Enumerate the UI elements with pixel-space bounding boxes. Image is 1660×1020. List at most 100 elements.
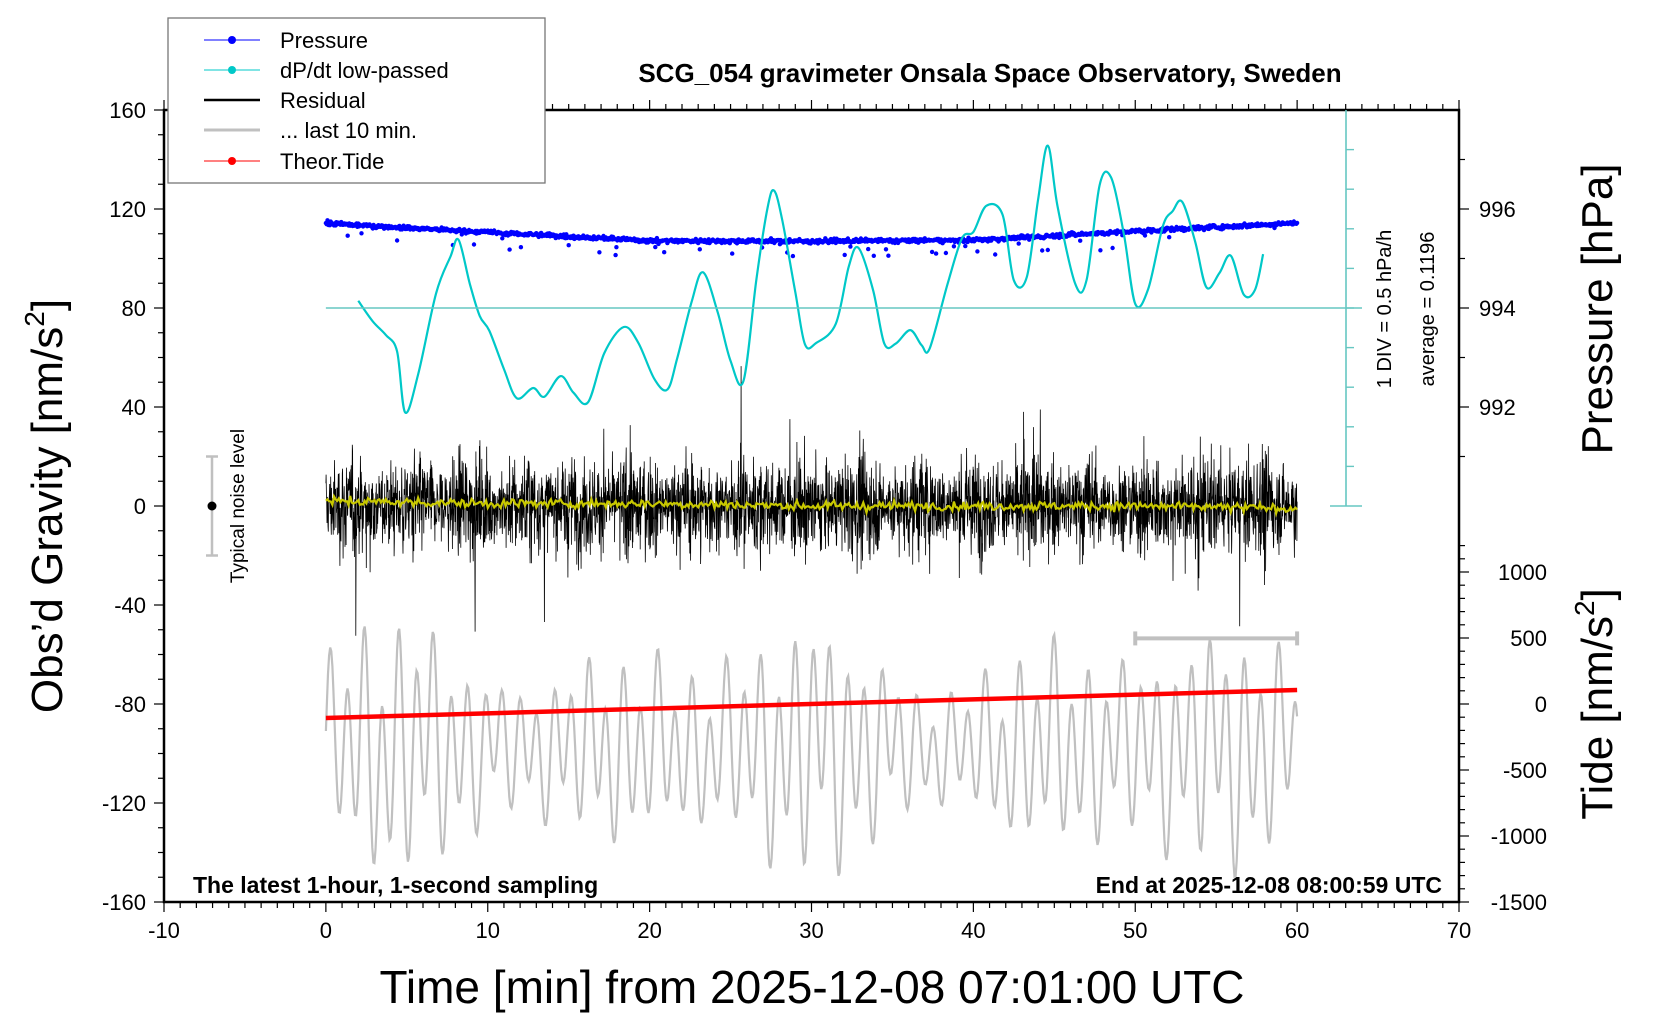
x-tick-label: 20 bbox=[637, 918, 661, 943]
pressure-point bbox=[345, 233, 350, 238]
y-axis-title-pressure: Pressure [hPa] bbox=[1573, 163, 1622, 454]
dpdt-line bbox=[357, 144, 1265, 414]
x-axis-title: Time [min] from 2025-12-08 07:01:00 UTC bbox=[380, 961, 1245, 1013]
pressure-tick-label: 992 bbox=[1479, 395, 1516, 420]
y-tick-label: 0 bbox=[134, 494, 146, 519]
y-tick-label: -40 bbox=[114, 593, 146, 618]
legend-item-residual: Residual bbox=[204, 88, 366, 113]
legend-item-last-10-min: ... last 10 min. bbox=[204, 118, 417, 143]
legend-label-last-10-min: ... last 10 min. bbox=[280, 118, 417, 143]
pressure-point bbox=[951, 244, 957, 249]
pressure-point bbox=[471, 242, 477, 247]
pressure-point bbox=[614, 245, 619, 250]
tide-tick-label: 0 bbox=[1535, 692, 1547, 717]
pressure-point bbox=[943, 250, 949, 256]
tide-tick-label: 500 bbox=[1510, 626, 1547, 651]
pressure-tick-label: 996 bbox=[1479, 197, 1516, 222]
residual-series bbox=[325, 366, 1298, 636]
legend-item-pressure: Pressure bbox=[204, 28, 368, 53]
pressure-point bbox=[697, 247, 702, 252]
pressure-point bbox=[518, 245, 524, 250]
residual-lowpass-series bbox=[325, 493, 1298, 518]
pressure-point bbox=[566, 243, 571, 248]
pressure-point bbox=[1016, 241, 1021, 246]
legend-label-pressure: Pressure bbox=[280, 28, 368, 53]
x-tick-label: 0 bbox=[320, 918, 332, 943]
tide-tick-label: -1000 bbox=[1491, 824, 1547, 849]
legend-item-dpdt: dP/dt low-passed bbox=[204, 58, 449, 83]
y-axis-title-tide: Tide [nm/s2] bbox=[1569, 588, 1622, 820]
legend-label-tide: Theor.Tide bbox=[280, 149, 384, 174]
y-tick-label: 120 bbox=[109, 197, 146, 222]
pressure-point bbox=[848, 244, 853, 249]
pressure-point bbox=[653, 244, 658, 250]
tide-tick-label: -500 bbox=[1503, 758, 1547, 783]
pressure-point bbox=[933, 251, 939, 256]
noise-dot bbox=[207, 501, 217, 511]
last-10-min-range bbox=[1133, 631, 1300, 646]
dpdt-series bbox=[357, 144, 1265, 414]
pressure-point bbox=[871, 253, 876, 258]
pressure-point bbox=[1078, 238, 1083, 243]
pressure-point bbox=[730, 251, 735, 256]
y-axis-title-tide-end: ] bbox=[1573, 588, 1622, 600]
pressure-point bbox=[993, 252, 998, 257]
y-tick-label: -120 bbox=[102, 791, 146, 816]
x-tick-label: 30 bbox=[799, 918, 823, 943]
pressure-point bbox=[1098, 248, 1103, 253]
y-axis-title-left-end: ] bbox=[23, 299, 72, 311]
x-axis-ticks: -10 0 10 20 30 40 50 60 70 bbox=[148, 100, 1471, 943]
pressure-point bbox=[1110, 245, 1115, 251]
pressure-point bbox=[1294, 220, 1300, 226]
pressure-series bbox=[323, 218, 1300, 259]
y-tick-label: 160 bbox=[109, 98, 146, 123]
noise-level-indicator: Typical noise level bbox=[206, 429, 249, 583]
y-axis-title-tide-sup: 2 bbox=[1569, 600, 1600, 616]
dpdt-ruler bbox=[325, 110, 1362, 507]
y-tick-label: 80 bbox=[122, 296, 146, 321]
legend-marker-dpdt bbox=[228, 66, 236, 74]
y-tick-label: -160 bbox=[102, 890, 146, 915]
pressure-point bbox=[883, 247, 889, 252]
ruler-average-label: average = 0.1196 bbox=[1417, 232, 1439, 387]
y-axis-ticks: 160 120 80 40 0 -40 -80 -120 -160 996 994 992 1000 50… bbox=[102, 98, 1547, 915]
chart-title: SCG_054 gravimeter Onsala Space Observat… bbox=[638, 58, 1341, 88]
y-axis-title-tide-main: Tide [nm/s bbox=[1573, 616, 1622, 820]
last-10-min-line bbox=[324, 626, 1299, 879]
pressure-point bbox=[613, 252, 618, 258]
x-tick-label: 10 bbox=[476, 918, 500, 943]
pressure-point bbox=[359, 231, 364, 236]
y-axis-title-left-sup: 2 bbox=[19, 311, 50, 327]
pressure-point bbox=[500, 236, 505, 241]
pressure-point bbox=[886, 253, 891, 258]
residual-lowpass-line bbox=[325, 493, 1298, 518]
y-axis-title-left-main: Obs’d Gravity [nm/s bbox=[23, 327, 72, 713]
residual-line bbox=[325, 366, 1298, 636]
pressure-point bbox=[975, 249, 980, 254]
pressure-point bbox=[662, 250, 667, 255]
x-tick-label: 40 bbox=[961, 918, 985, 943]
pressure-point bbox=[929, 249, 935, 255]
pressure-point bbox=[597, 250, 602, 255]
tide-tick-label: 1000 bbox=[1498, 560, 1547, 585]
tide-line bbox=[325, 687, 1298, 721]
y-tick-label: -80 bbox=[114, 692, 146, 717]
legend: Pressure dP/dt low-passed Residual ... l… bbox=[167, 17, 546, 184]
x-tick-label: 70 bbox=[1447, 918, 1471, 943]
pressure-point bbox=[790, 253, 796, 259]
legend-marker-tide bbox=[228, 157, 236, 165]
x-tick-label: 60 bbox=[1285, 918, 1309, 943]
y-axis-title-left: Obs’d Gravity [nm/s2] bbox=[19, 299, 72, 713]
x-tick-label: 50 bbox=[1123, 918, 1147, 943]
pressure-point bbox=[1142, 233, 1148, 238]
legend-label-dpdt: dP/dt low-passed bbox=[280, 58, 449, 83]
x-tick-label: -10 bbox=[148, 918, 180, 943]
tide-tick-label: -1500 bbox=[1491, 890, 1547, 915]
pressure-point bbox=[842, 252, 847, 258]
last-10-min-series bbox=[324, 626, 1299, 879]
pressure-point bbox=[1167, 235, 1172, 240]
ruler-div-label: 1 DIV = 0.5 hPa/h bbox=[1374, 230, 1396, 388]
noise-label: Typical noise level bbox=[228, 429, 249, 583]
theor-tide-series bbox=[325, 687, 1298, 721]
